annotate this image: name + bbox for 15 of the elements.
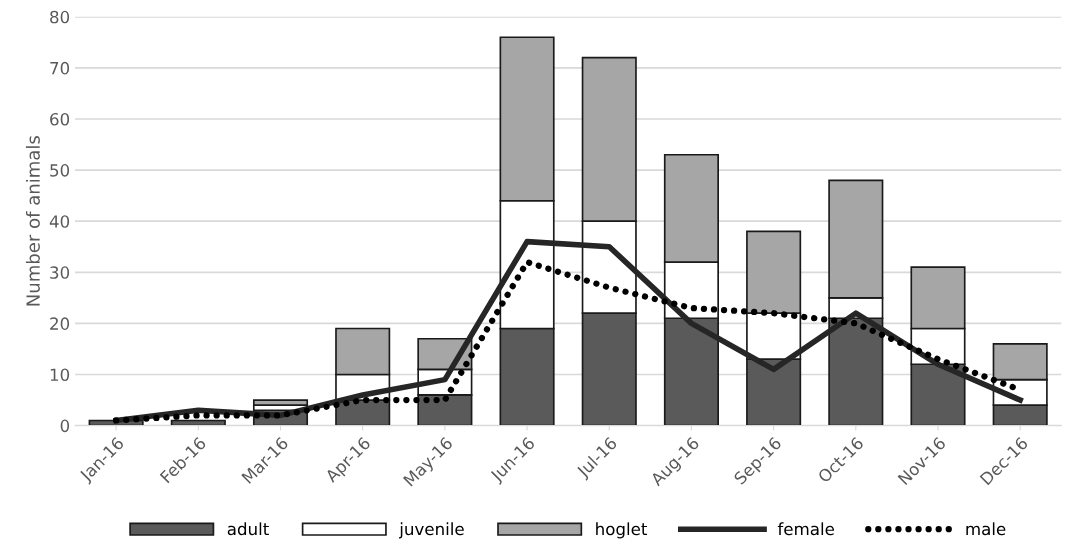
y-tick-label: 60 (50, 112, 70, 126)
legend-label: adult (227, 522, 269, 536)
y-axis-title: Number of animals (25, 136, 40, 306)
y-tick-label: 10 (50, 368, 70, 382)
legend-label: juvenile (398, 522, 464, 539)
y-tick-label: 40 (49, 215, 70, 228)
y-tick-label: 0 (60, 419, 70, 433)
legend-label: male (966, 522, 1006, 536)
y-tick-label: 50 (50, 164, 70, 177)
y-tick-label: 70 (50, 61, 70, 75)
legend-label: hoglet (596, 522, 648, 539)
y-tick-label: 80 (50, 10, 70, 24)
y-tick-label: 30 (50, 266, 70, 279)
y-tick-label: 20 (50, 317, 70, 330)
legend-label: female (777, 522, 834, 536)
